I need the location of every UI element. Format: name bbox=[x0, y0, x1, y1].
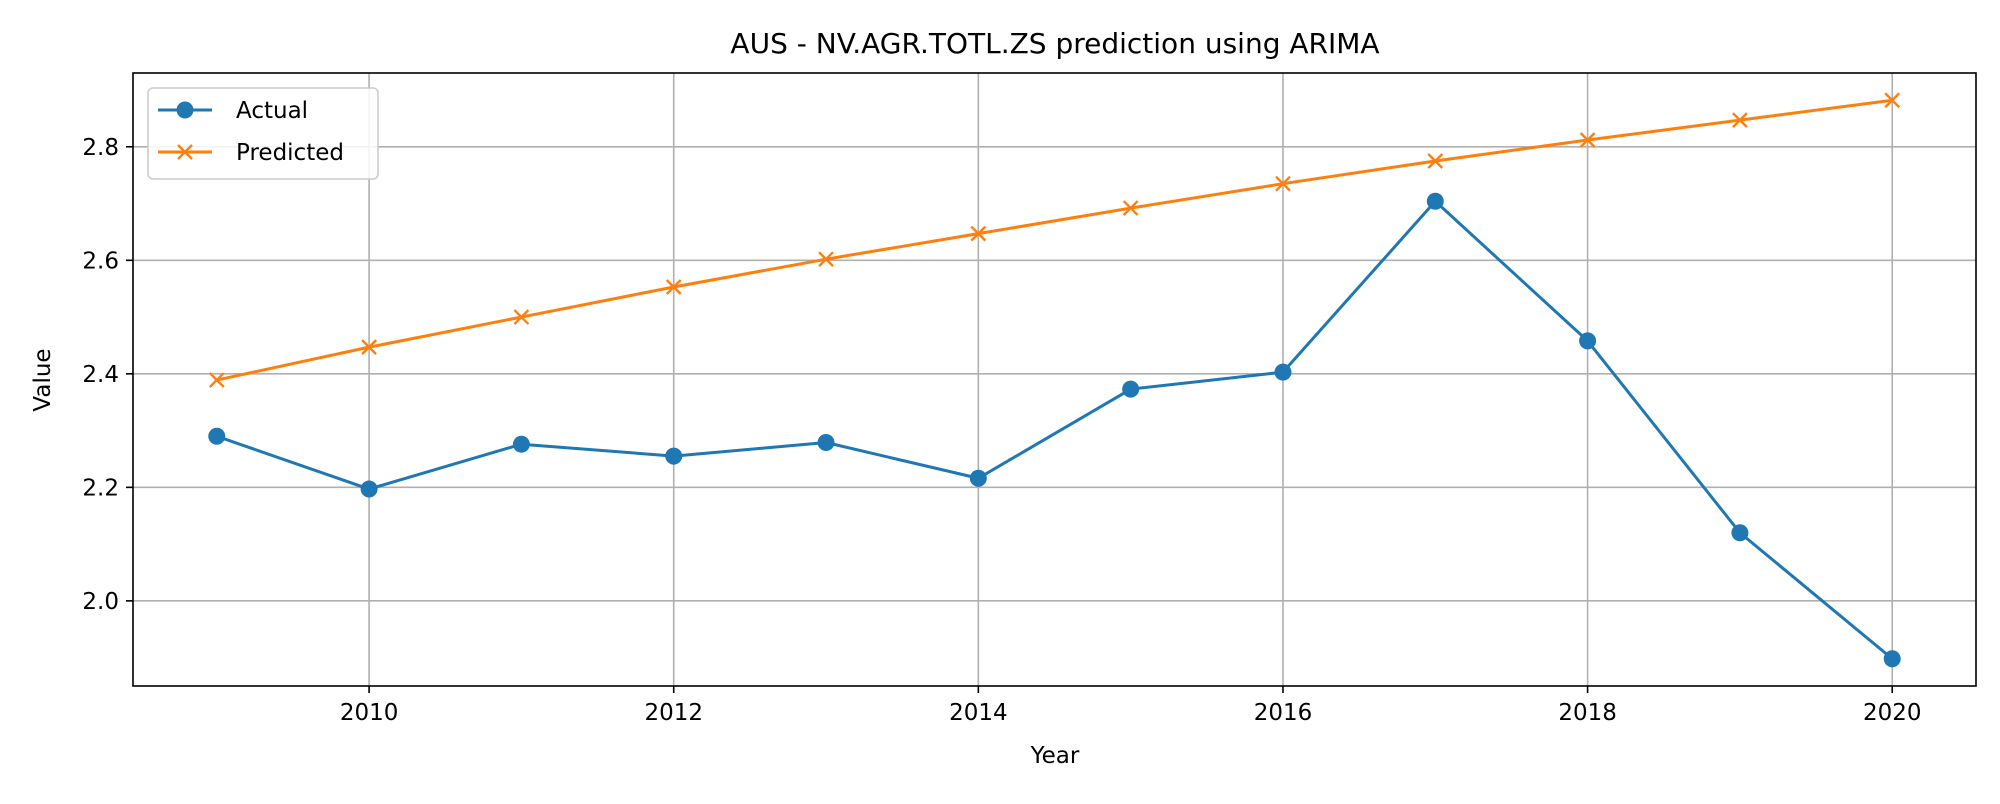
plot-frame bbox=[132, 72, 1977, 687]
predicted-point bbox=[665, 279, 682, 295]
actual-point bbox=[1731, 524, 1749, 542]
y-tick-label: 2.8 bbox=[82, 135, 119, 161]
predicted-point bbox=[818, 251, 834, 268]
predicted-point bbox=[970, 225, 987, 242]
predicted-point bbox=[513, 309, 530, 325]
legend-label: Predicted bbox=[236, 140, 344, 166]
y-tick-label: 2.6 bbox=[82, 248, 119, 274]
actual-point bbox=[969, 469, 987, 487]
x-tick-label: 2014 bbox=[949, 700, 1008, 726]
chart-title: AUS - NV.AGR.TOTL.ZS prediction using AR… bbox=[730, 27, 1379, 60]
actual-point bbox=[512, 435, 530, 453]
y-tick-label: 2.4 bbox=[82, 362, 119, 388]
y-axis-label: Value bbox=[30, 348, 56, 411]
legend-item-actual: Actual bbox=[158, 98, 308, 124]
actual-point bbox=[360, 480, 378, 498]
actual-point bbox=[1274, 363, 1292, 381]
legend: Actual Predicted bbox=[147, 87, 379, 180]
predicted-point bbox=[1884, 92, 1901, 109]
y-tick-label: 2.0 bbox=[82, 589, 119, 615]
legend-marker bbox=[176, 101, 194, 119]
x-tick-label: 2012 bbox=[644, 700, 703, 726]
predicted-point bbox=[1579, 132, 1596, 148]
x-axis-ticks: 2010 2012 2014 2016 2018 2020 bbox=[340, 686, 1922, 726]
actual-point bbox=[1426, 192, 1444, 210]
series-predicted bbox=[208, 92, 1901, 388]
series-layer bbox=[208, 92, 1901, 668]
x-tick-label: 2010 bbox=[340, 700, 399, 726]
y-axis-ticks: 2.0 2.2 2.4 2.6 2.8 bbox=[82, 135, 133, 615]
legend-marker bbox=[177, 144, 193, 160]
x-tick-label: 2018 bbox=[1558, 700, 1617, 726]
predicted-point bbox=[1275, 175, 1291, 192]
actual-point bbox=[665, 447, 683, 465]
actual-point bbox=[1122, 380, 1140, 398]
predicted-point bbox=[1122, 200, 1139, 216]
actual-point bbox=[817, 434, 835, 452]
predicted-line bbox=[216, 98, 1893, 382]
predicted-point bbox=[208, 372, 225, 388]
actual-point bbox=[1883, 650, 1901, 668]
predicted-point bbox=[1427, 153, 1444, 169]
y-tick-label: 2.2 bbox=[82, 475, 119, 501]
legend-label: Actual bbox=[236, 98, 308, 124]
actual-point bbox=[1579, 332, 1597, 350]
x-tick-label: 2020 bbox=[1863, 700, 1922, 726]
predicted-point bbox=[361, 339, 377, 355]
actual-line bbox=[216, 199, 1894, 660]
legend-item-predicted: Predicted bbox=[158, 140, 344, 166]
x-axis-label: Year bbox=[1030, 743, 1080, 769]
x-tick-label: 2016 bbox=[1254, 700, 1313, 726]
actual-point bbox=[208, 427, 226, 445]
series-actual bbox=[208, 192, 1901, 668]
gridlines bbox=[133, 73, 1976, 686]
predicted-point bbox=[1732, 112, 1748, 128]
